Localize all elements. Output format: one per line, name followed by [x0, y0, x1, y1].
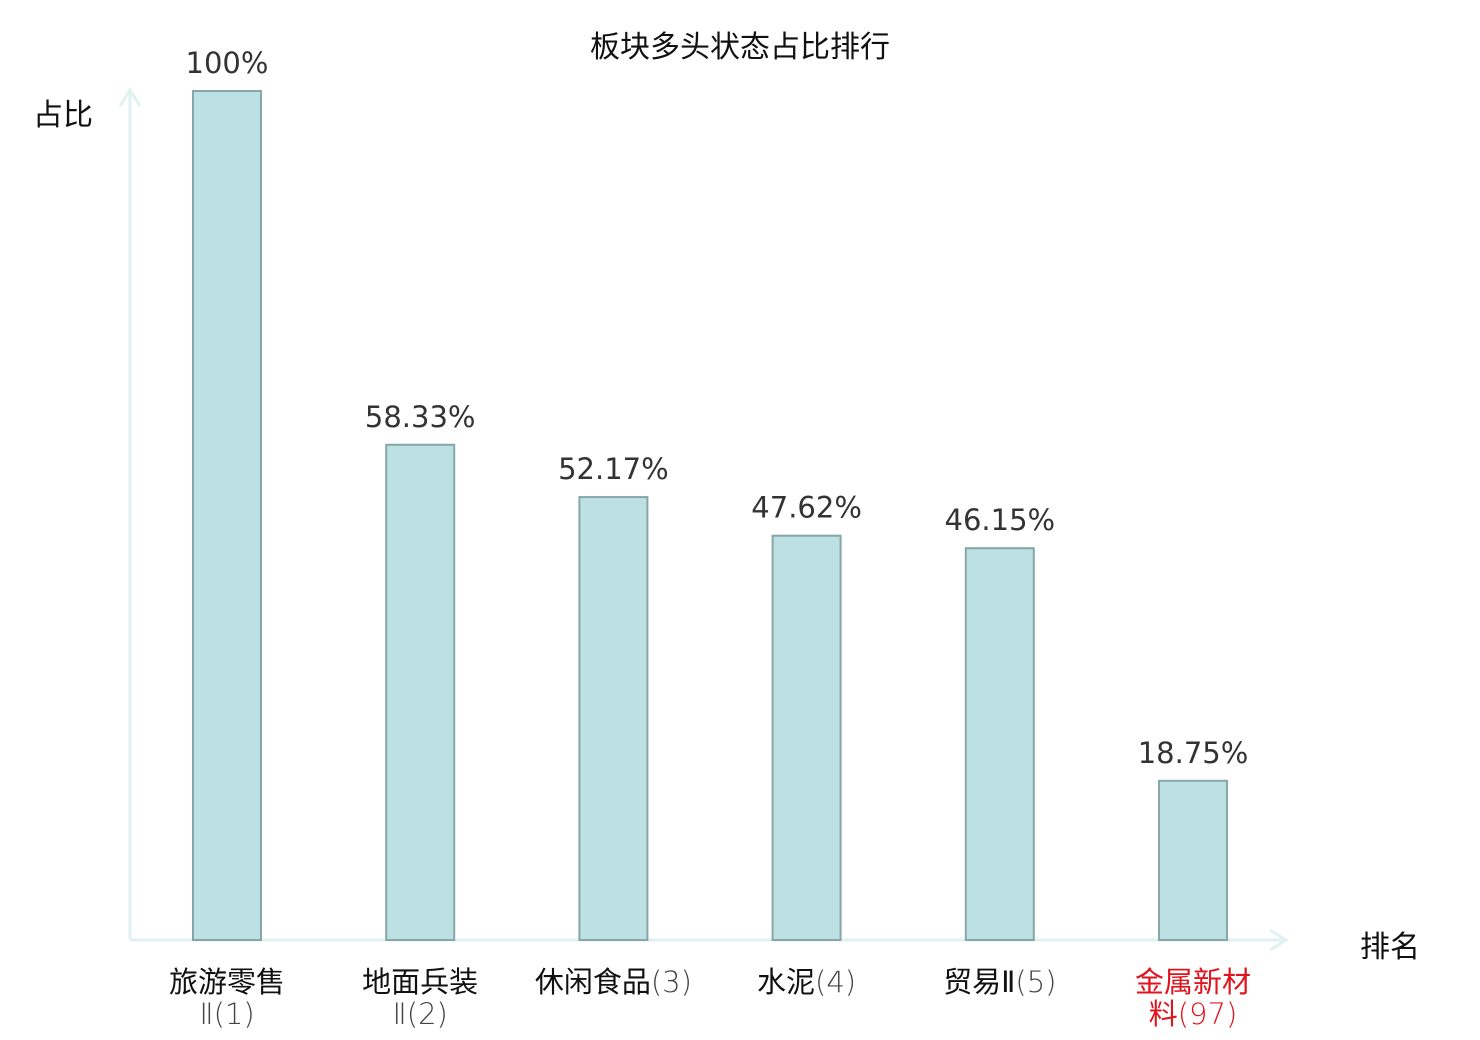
category-label: 休闲食品(3) [518, 966, 708, 998]
category-label-line1: 休闲食品(3) [518, 966, 708, 998]
category-label: 旅游零售 Ⅱ(1) [132, 966, 322, 1030]
bar [771, 534, 842, 941]
category-name: 贸易Ⅱ [943, 965, 1016, 999]
data-label: 47.62% [751, 491, 862, 525]
bar [964, 547, 1035, 942]
category-label-line1: 贸易Ⅱ(5) [905, 966, 1095, 998]
chart-title: 板块多头状态占比排行 [590, 30, 890, 65]
category-label-line2: Ⅱ(2) [392, 997, 448, 1031]
category-label-line2: Ⅱ(1) [199, 997, 255, 1031]
x-axis-label: 排名 [1360, 930, 1420, 965]
bar [1158, 779, 1228, 941]
category-label-line2: 料(97) [1148, 997, 1238, 1031]
category-rank: (5) [1015, 965, 1057, 999]
data-label: 58.33% [365, 400, 476, 434]
category-name: 水泥 [757, 965, 816, 999]
data-label: 100% [186, 46, 269, 80]
data-label: 52.17% [558, 452, 669, 486]
data-label: 18.75% [1138, 736, 1249, 770]
bar [385, 443, 456, 941]
category-label: 水泥(4) [712, 966, 902, 998]
bar [578, 496, 649, 941]
category-label-line1: 旅游零售 [168, 965, 285, 999]
category-label-line1: 水泥(4) [712, 966, 902, 998]
x-axis-arrow [1269, 928, 1289, 952]
y-axis-label: 占比 [33, 98, 93, 133]
y-axis-arrow [118, 87, 142, 107]
category-label: 贸易Ⅱ(5) [905, 966, 1095, 998]
category-label: 金属新材 料(97) [1098, 966, 1288, 1030]
data-label: 46.15% [945, 503, 1056, 537]
category-rank: (3) [650, 965, 692, 999]
category-label-line1: 金属新材 [1134, 965, 1251, 999]
category-rank: (4) [815, 965, 857, 999]
bar [192, 90, 262, 941]
category-label: 地面兵装 Ⅱ(2) [325, 966, 515, 1030]
category-label-line1: 地面兵装 [362, 965, 479, 999]
category-name: 休闲食品 [534, 965, 651, 999]
